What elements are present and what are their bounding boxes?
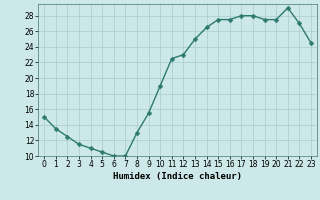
X-axis label: Humidex (Indice chaleur): Humidex (Indice chaleur) [113,172,242,181]
